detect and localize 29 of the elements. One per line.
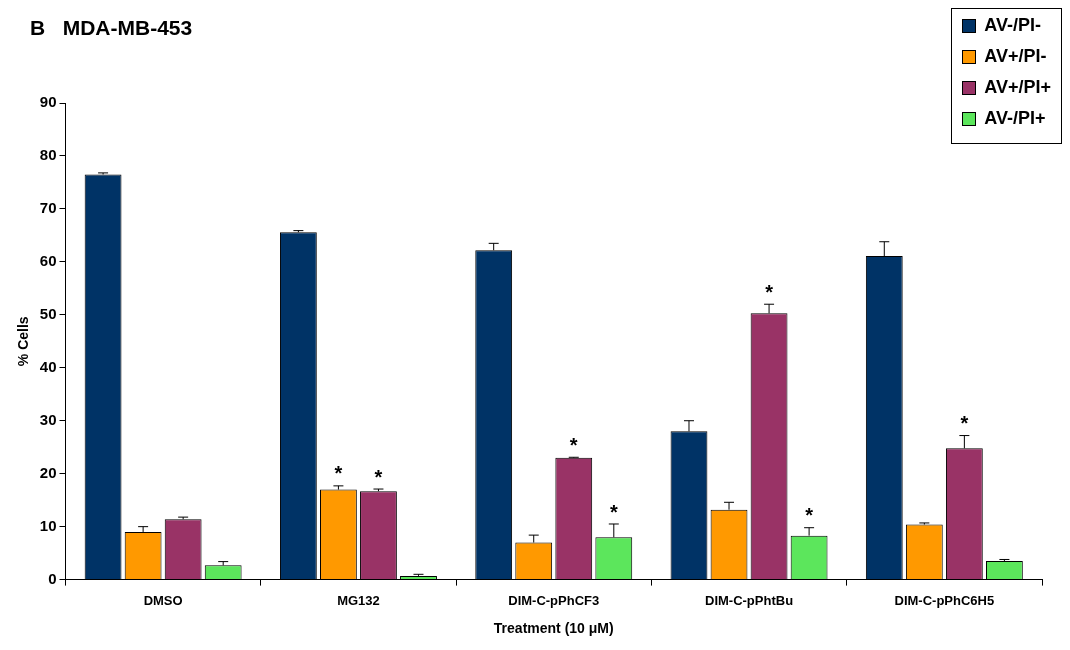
y-axis-title: % Cells: [15, 316, 32, 367]
y-tick-label: 70: [39, 199, 57, 217]
y-tick-label: 10: [39, 516, 57, 534]
legend-label: AV-/PI+: [984, 108, 1046, 129]
x-tick-label: DIM-C-pPhC6H5: [894, 592, 995, 608]
y-tick-label: 80: [39, 146, 57, 164]
annotation: *: [765, 280, 774, 303]
y-tick-label: 60: [39, 252, 57, 270]
chart-title: B MDA-MB-453: [30, 16, 193, 40]
y-tick-label: 50: [39, 304, 57, 322]
y-tick-label: 30: [39, 410, 57, 428]
legend-label: AV+/PI+: [984, 77, 1051, 98]
y-tick-label: 20: [39, 463, 57, 481]
x-tick-label: DIM-C-pPhtBu: [705, 592, 794, 608]
annotation: *: [374, 465, 383, 488]
y-tick-label: 0: [48, 569, 57, 587]
annotation: *: [334, 462, 343, 485]
x-tick-label: DMSO: [143, 592, 183, 608]
annotation: *: [609, 500, 618, 523]
annotation: *: [569, 433, 578, 456]
y-tick-label: 40: [39, 357, 57, 375]
legend-label: AV-/PI-: [984, 15, 1041, 36]
x-tick-label: DIM-C-pPhCF3: [508, 592, 600, 608]
x-tick-label: MG132: [337, 592, 380, 608]
annotation: *: [960, 412, 969, 435]
y-tick-label: 90: [39, 93, 57, 111]
x-axis-title: Treatment (10 μM): [493, 620, 614, 637]
legend-label: AV+/PI-: [984, 46, 1047, 67]
annotation: *: [805, 504, 814, 527]
